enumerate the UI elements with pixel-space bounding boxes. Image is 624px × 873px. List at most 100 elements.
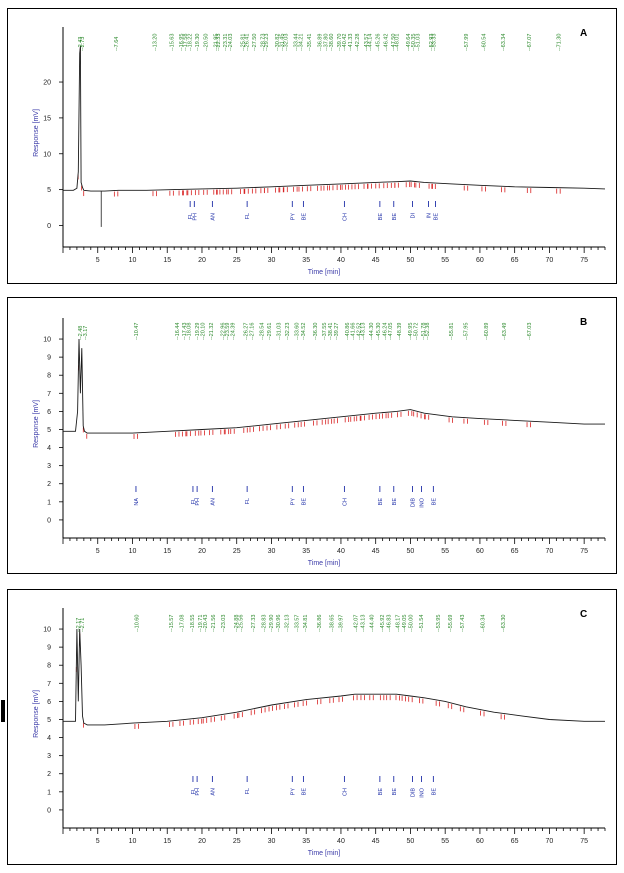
compound-label: PH — [195, 788, 201, 796]
peak-label: --23.59 — [225, 323, 231, 340]
peak-label: --21.32 — [209, 323, 215, 340]
x-tick-label: 50 — [407, 257, 415, 264]
y-tick-label: 10 — [43, 151, 51, 158]
peak-label: --52.93 — [429, 34, 435, 51]
peak-label: --23.31 — [223, 34, 229, 51]
y-tick-label: 10 — [43, 337, 51, 344]
x-tick-label: 50 — [407, 548, 415, 555]
peak-label: --57.99 — [464, 34, 470, 51]
peak-label: --17.58 — [183, 34, 189, 51]
compound-label: FL — [191, 498, 197, 504]
peak-label: --15.57 — [169, 615, 175, 632]
compound-label: FL — [245, 498, 251, 504]
x-tick-label: 75 — [580, 838, 588, 845]
peak-label: --35.41 — [307, 34, 313, 51]
peak-label: --53.95 — [436, 615, 442, 632]
x-tick-label: 65 — [511, 257, 519, 264]
compound-label: BE — [301, 788, 307, 796]
compound-label: BE — [301, 213, 307, 221]
compound-label: PY — [290, 213, 296, 221]
peak-label: --32.23 — [285, 323, 291, 340]
compound-label: AN — [210, 498, 216, 506]
x-tick-label: 20 — [198, 257, 206, 264]
x-tick-label: 5 — [96, 548, 100, 555]
peak-label: --43.13 — [361, 323, 367, 340]
compound-label: PY — [290, 498, 296, 506]
peak-label: --45.26 — [375, 34, 381, 51]
y-tick-label: 9 — [47, 645, 51, 652]
peak-label: --55.69 — [448, 615, 454, 632]
peak-label: --32.03 — [284, 34, 290, 51]
x-tick-label: 60 — [476, 257, 484, 264]
x-axis-label: Time [min] — [308, 850, 340, 857]
compound-label: PH — [195, 498, 201, 506]
peak-label: --29.90 — [269, 615, 275, 632]
peak-label: --39.97 — [339, 615, 345, 632]
peak-label: --53.33 — [432, 34, 438, 51]
x-tick-label: 75 — [580, 548, 588, 555]
peak-label: --39.27 — [334, 323, 340, 340]
x-tick-label: 20 — [198, 548, 206, 555]
x-tick-label: 60 — [476, 838, 484, 845]
peak-label: --2.71 — [80, 618, 86, 632]
peak-label: --38.41 — [328, 323, 334, 340]
peak-label: --45.92 — [380, 615, 386, 632]
compound-label: FL — [245, 788, 251, 794]
x-tick-label: 50 — [407, 838, 415, 845]
peak-label: --42.07 — [353, 615, 359, 632]
peak-label: --63.49 — [502, 323, 508, 340]
peak-label: --48.39 — [397, 323, 403, 340]
peak-label: --25.56 — [239, 615, 245, 632]
peak-label: --32.13 — [284, 615, 290, 632]
peak-label: --40.86 — [345, 323, 351, 340]
peak-label: --42.52 — [356, 323, 362, 340]
edge-marker — [1, 700, 5, 722]
peak-label: --71.30 — [556, 34, 562, 51]
peak-label: --60.54 — [482, 34, 488, 51]
peak-label: --34.52 — [301, 323, 307, 340]
compound-label: PH — [192, 213, 198, 221]
y-tick-label: 3 — [47, 753, 51, 760]
peak-label: --42.28 — [355, 34, 361, 51]
y-tick-label: 4 — [47, 445, 51, 452]
y-tick-label: 3 — [47, 463, 51, 470]
peak-label: --10.47 — [134, 323, 140, 340]
compound-label: PY — [290, 788, 296, 796]
peak-label: --20.43 — [203, 615, 209, 632]
peak-label: --51.78 — [421, 323, 427, 340]
x-tick-label: 45 — [372, 548, 380, 555]
compound-label: NA — [134, 498, 140, 506]
x-tick-label: 55 — [441, 257, 449, 264]
compound-label: BE — [392, 498, 398, 506]
peak-label: --28.83 — [261, 615, 267, 632]
peak-label: --60.34 — [480, 615, 486, 632]
peak-label: --50.72 — [413, 323, 419, 340]
chromatogram-trace — [63, 338, 605, 434]
peak-label: --28.73 — [261, 34, 267, 51]
peak-label: --36.89 — [317, 34, 323, 51]
peak-label: --15.63 — [170, 34, 176, 51]
peak-label: --2.73 — [80, 37, 86, 51]
peak-label: --43.57 — [364, 34, 370, 51]
y-tick-label: 0 — [47, 517, 51, 524]
chromatogram-trace — [63, 628, 605, 726]
peak-label: --51.54 — [419, 615, 425, 632]
x-tick-label: 35 — [302, 257, 310, 264]
peak-label: --16.44 — [175, 323, 181, 340]
peak-label: --25.81 — [240, 34, 246, 51]
peak-label: --51.03 — [416, 34, 422, 51]
peak-label: --46.42 — [384, 34, 390, 51]
peak-label: --16.95 — [179, 34, 185, 51]
peak-label: --44.30 — [369, 323, 375, 340]
peak-label: --47.50 — [391, 34, 397, 51]
y-tick-label: 7 — [47, 391, 51, 398]
x-tick-label: 15 — [163, 548, 171, 555]
panel-letter: A — [580, 28, 587, 39]
peak-label: --67.03 — [527, 323, 533, 340]
x-axis-label: Time [min] — [308, 269, 340, 276]
peak-label: --60.89 — [484, 323, 490, 340]
x-tick-label: 5 — [96, 838, 100, 845]
peak-label: --17.43 — [182, 323, 188, 340]
peak-label: --22.96 — [221, 323, 227, 340]
peak-label: --44.40 — [370, 615, 376, 632]
